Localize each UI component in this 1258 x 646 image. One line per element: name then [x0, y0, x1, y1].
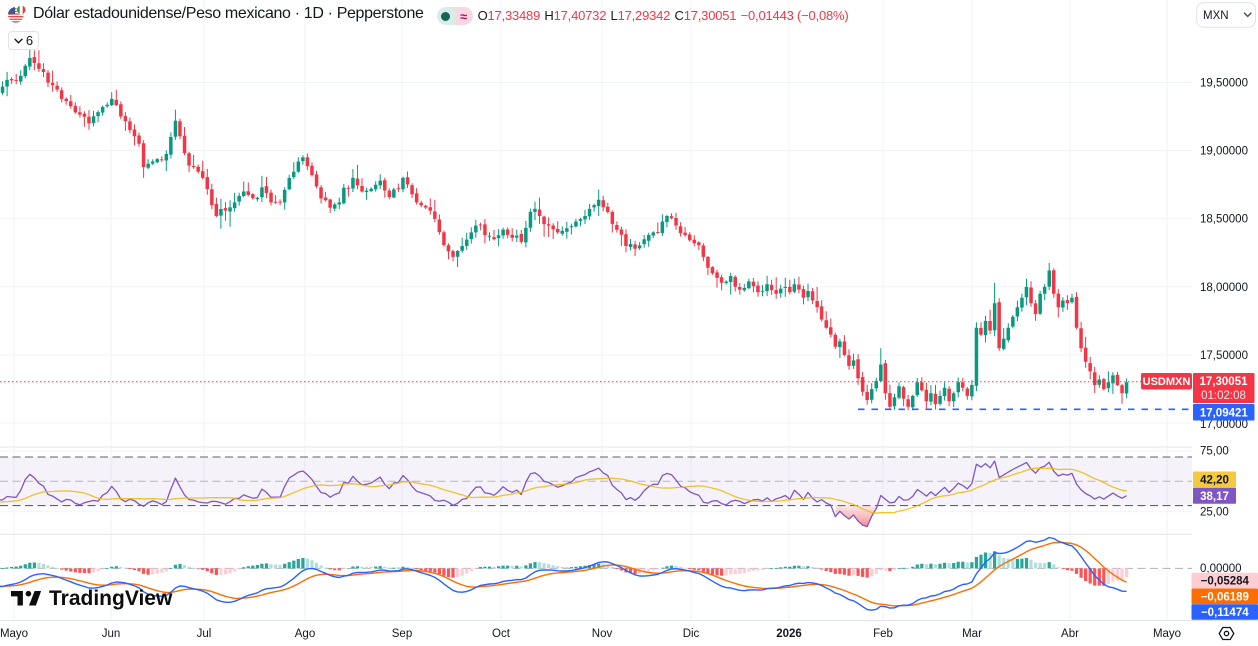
- svg-text:42,20: 42,20: [1200, 475, 1229, 487]
- svg-text:0,00000: 0,00000: [1200, 563, 1242, 575]
- svg-text:18,00000: 18,00000: [1200, 282, 1248, 294]
- svg-text:Ago: Ago: [295, 628, 315, 640]
- svg-text:Dic: Dic: [683, 628, 700, 640]
- svg-text:Mayo: Mayo: [0, 628, 28, 640]
- svg-text:−0,11474: −0,11474: [1201, 607, 1249, 619]
- svg-text:19,00000: 19,00000: [1200, 146, 1248, 158]
- svg-text:17,00000: 17,00000: [1200, 419, 1248, 431]
- svg-text:−0,05284: −0,05284: [1201, 576, 1250, 588]
- svg-text:Feb: Feb: [873, 628, 893, 640]
- svg-text:USDMXN: USDMXN: [1143, 376, 1191, 388]
- svg-text:17,30051: 17,30051: [1200, 376, 1249, 388]
- svg-text:01:02:08: 01:02:08: [1201, 390, 1246, 402]
- svg-text:19,50000: 19,50000: [1200, 78, 1248, 90]
- svg-text:−0,06189: −0,06189: [1201, 591, 1249, 603]
- svg-text:Jun: Jun: [102, 628, 121, 640]
- svg-text:Oct: Oct: [492, 628, 511, 640]
- svg-text:17,50000: 17,50000: [1200, 350, 1248, 362]
- svg-text:18,50000: 18,50000: [1200, 214, 1248, 226]
- svg-text:2026: 2026: [776, 628, 802, 640]
- svg-text:25,00: 25,00: [1200, 507, 1229, 519]
- svg-text:Mar: Mar: [962, 628, 982, 640]
- svg-text:17,09421: 17,09421: [1200, 408, 1249, 420]
- svg-text:38,17: 38,17: [1200, 491, 1229, 503]
- svg-text:Jul: Jul: [197, 628, 212, 640]
- svg-text:Sep: Sep: [392, 628, 412, 640]
- svg-text:Abr: Abr: [1061, 628, 1079, 640]
- svg-text:Nov: Nov: [592, 628, 613, 640]
- svg-text:75,00: 75,00: [1200, 446, 1229, 458]
- svg-text:Mayo: Mayo: [1153, 628, 1181, 640]
- svg-text:MXN: MXN: [1203, 10, 1229, 22]
